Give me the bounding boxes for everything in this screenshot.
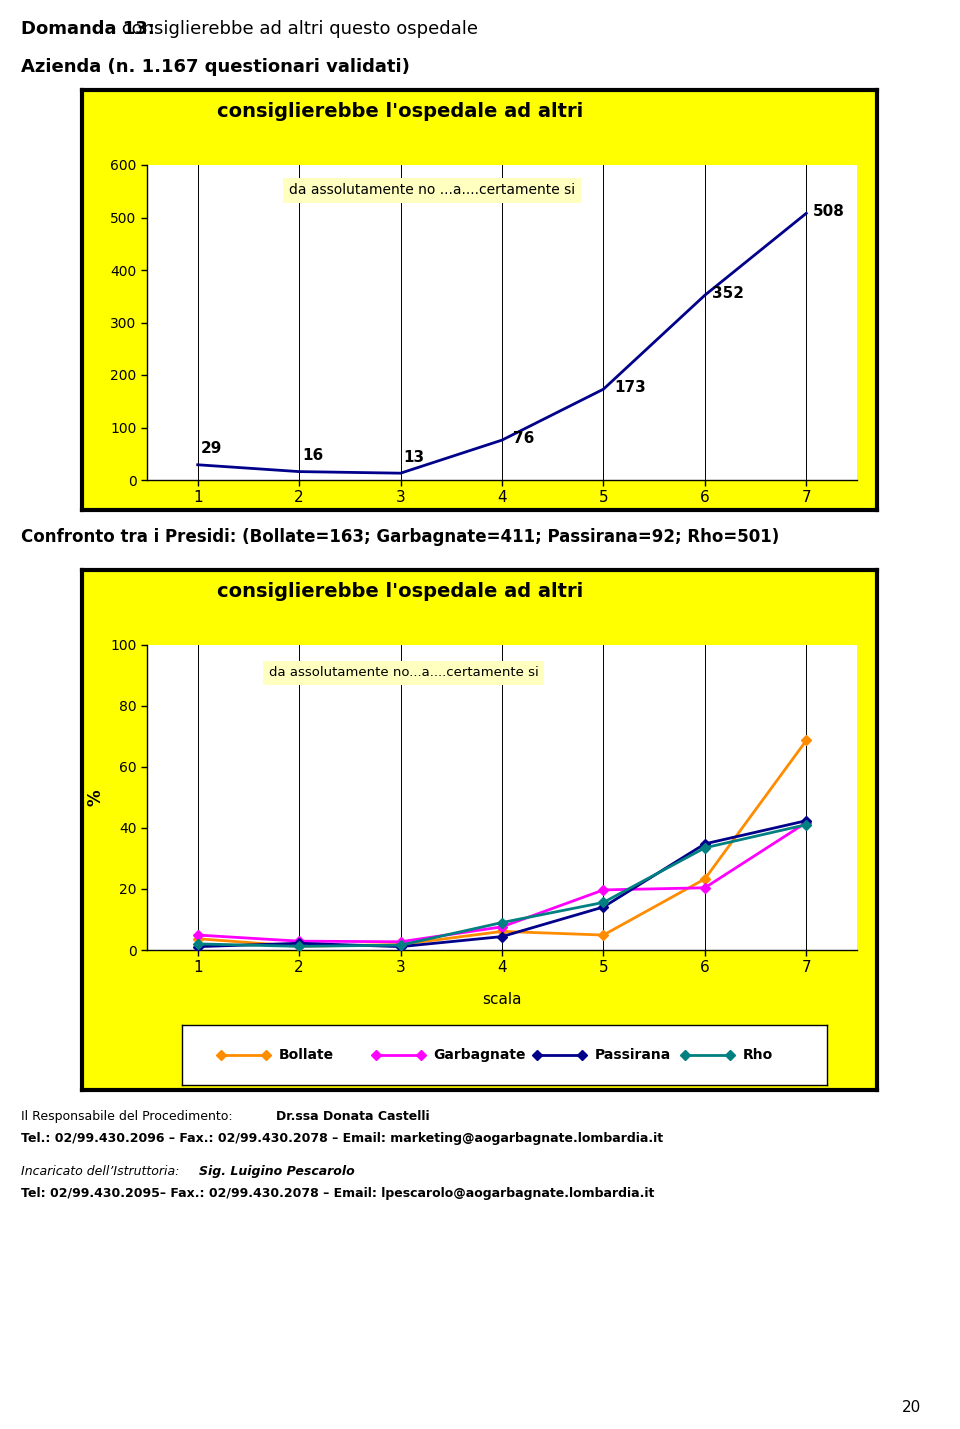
Text: 352: 352	[711, 286, 744, 300]
Text: 173: 173	[614, 380, 646, 394]
Bollate	[598, 926, 610, 943]
Text: Confronto tra i Presidi: (Bollate=163; Garbagnate=411; Passirana=92; Rho=501): Confronto tra i Presidi: (Bollate=163; G…	[21, 527, 780, 546]
Text: scala: scala	[482, 992, 521, 1007]
Line: Rho: Rho	[194, 822, 809, 950]
Rho	[801, 816, 812, 833]
Passirana	[801, 812, 812, 829]
Passirana	[192, 937, 204, 955]
Y-axis label: %: %	[86, 789, 105, 806]
Bollate	[395, 936, 406, 953]
Rho	[598, 895, 610, 912]
Bollate	[496, 923, 508, 940]
Text: consiglierebbe ad altri questo ospedale: consiglierebbe ad altri questo ospedale	[115, 20, 478, 39]
Text: 76: 76	[513, 430, 535, 446]
Text: consiglierebbe l'ospedale ad altri: consiglierebbe l'ospedale ad altri	[217, 582, 583, 602]
Bollate	[801, 732, 812, 749]
Text: 29: 29	[201, 442, 222, 456]
Text: da assolutamente no...a....certamente si: da assolutamente no...a....certamente si	[269, 666, 539, 679]
Text: Tel.: 02/99.430.2096 – Fax.: 02/99.430.2078 – Email: marketing@aogarbagnate.lomb: Tel.: 02/99.430.2096 – Fax.: 02/99.430.2…	[21, 1132, 663, 1145]
Text: Garbagnate: Garbagnate	[434, 1047, 526, 1062]
Garbagnate	[801, 815, 812, 832]
Text: Dr.ssa Donata Castelli: Dr.ssa Donata Castelli	[276, 1110, 429, 1123]
Bollate	[294, 937, 305, 955]
Garbagnate	[699, 879, 710, 896]
Bollate	[192, 930, 204, 947]
Rho	[395, 936, 406, 953]
Text: Tel: 02/99.430.2095– Fax.: 02/99.430.2078 – Email: lpescarolo@aogarbagnate.lomba: Tel: 02/99.430.2095– Fax.: 02/99.430.207…	[21, 1187, 655, 1200]
Passirana	[496, 927, 508, 945]
Rho	[294, 937, 305, 955]
Text: Sig. Luigino Pescarolo: Sig. Luigino Pescarolo	[199, 1165, 354, 1177]
Garbagnate	[294, 933, 305, 950]
Text: 20: 20	[902, 1400, 922, 1415]
Garbagnate	[598, 882, 610, 899]
Passirana	[395, 937, 406, 955]
Line: Bollate: Bollate	[194, 737, 809, 950]
Line: Garbagnate: Garbagnate	[194, 819, 809, 945]
Text: Bollate: Bollate	[278, 1047, 334, 1062]
Garbagnate	[192, 926, 204, 943]
Passirana	[699, 836, 710, 853]
Line: Passirana: Passirana	[194, 817, 809, 950]
Text: Rho: Rho	[743, 1047, 774, 1062]
Bollate	[699, 870, 710, 887]
Text: Incaricato dell’Istruttoria:: Incaricato dell’Istruttoria:	[21, 1165, 183, 1177]
Text: Domanda 13:: Domanda 13:	[21, 20, 155, 39]
Rho	[496, 915, 508, 932]
Text: Passirana: Passirana	[595, 1047, 671, 1062]
Text: Azienda (n. 1.167 questionari validati): Azienda (n. 1.167 questionari validati)	[21, 59, 410, 76]
Text: 508: 508	[813, 204, 845, 219]
Text: 13: 13	[403, 450, 424, 464]
Rho	[699, 839, 710, 856]
Garbagnate	[395, 933, 406, 950]
Garbagnate	[496, 919, 508, 936]
Text: da assolutamente no ...a....certamente si: da assolutamente no ...a....certamente s…	[289, 183, 575, 197]
Rho	[192, 936, 204, 953]
Passirana	[294, 935, 305, 952]
Text: Il Responsabile del Procedimento:: Il Responsabile del Procedimento:	[21, 1110, 237, 1123]
Text: 16: 16	[302, 449, 324, 463]
Passirana	[598, 899, 610, 916]
Text: consiglierebbe l'ospedale ad altri: consiglierebbe l'ospedale ad altri	[217, 101, 583, 121]
